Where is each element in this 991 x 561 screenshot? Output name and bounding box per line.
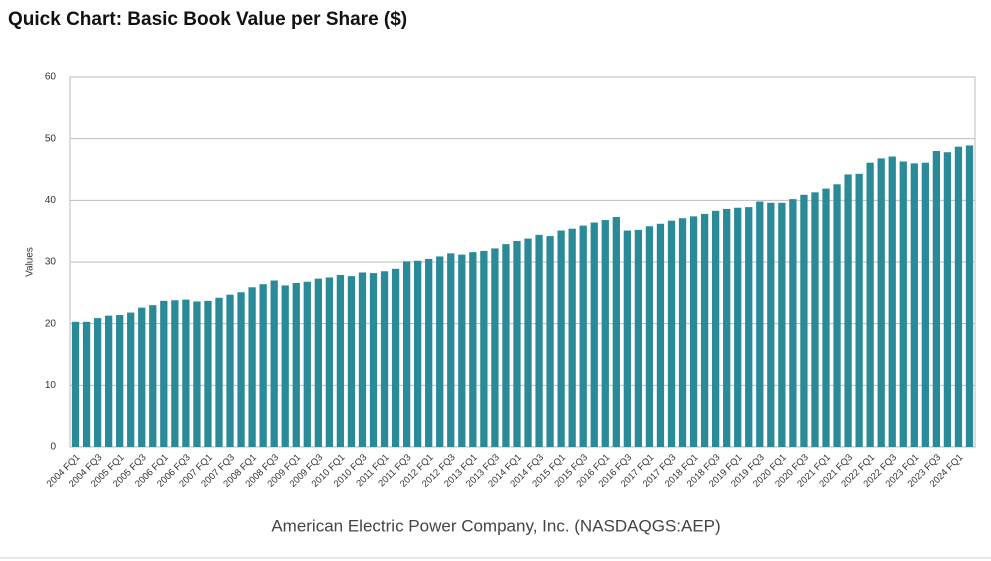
bar <box>248 287 256 447</box>
bar <box>833 184 841 448</box>
bar <box>623 230 631 447</box>
bar <box>877 158 885 447</box>
caption: American Electric Power Company, Inc. (N… <box>271 516 720 535</box>
bar <box>678 218 687 447</box>
bar <box>182 299 190 447</box>
bar <box>82 321 91 447</box>
bar <box>943 152 952 447</box>
bar <box>965 145 974 447</box>
bar <box>711 210 720 447</box>
bar <box>127 312 135 447</box>
bar <box>789 199 797 447</box>
bar <box>215 297 223 447</box>
bar <box>414 260 422 447</box>
bar <box>303 281 311 447</box>
bar <box>745 207 753 447</box>
bar <box>910 163 918 448</box>
bar <box>314 278 322 447</box>
bar <box>369 273 378 447</box>
bar <box>270 280 278 447</box>
bar <box>557 230 565 447</box>
bar <box>601 220 609 447</box>
bar <box>458 254 466 447</box>
y-tick-label: 0 <box>50 442 56 453</box>
bar <box>160 300 168 447</box>
bar <box>899 161 907 447</box>
bar <box>347 276 356 447</box>
bar <box>568 228 576 447</box>
bar <box>546 236 554 447</box>
bar <box>535 234 543 447</box>
bar <box>590 222 598 447</box>
bar <box>447 253 455 447</box>
y-tick-label: 60 <box>45 72 57 83</box>
bar <box>502 244 510 447</box>
bar <box>93 318 102 447</box>
chart-title: Quick Chart: Basic Book Value per Share … <box>8 9 407 30</box>
bar <box>723 208 731 447</box>
bar <box>402 261 411 447</box>
y-tick-label: 20 <box>45 318 57 329</box>
bar <box>138 307 146 447</box>
bar <box>921 162 929 447</box>
bar <box>700 213 709 447</box>
bar <box>469 252 477 447</box>
bar <box>656 223 665 447</box>
bar <box>325 277 334 447</box>
bar <box>634 229 643 447</box>
bar <box>204 300 212 447</box>
bar <box>149 305 157 447</box>
bar <box>932 151 941 447</box>
bar <box>281 285 289 447</box>
bar <box>954 146 963 447</box>
bar <box>645 226 654 447</box>
bar <box>336 274 345 447</box>
bar <box>71 321 80 447</box>
bar <box>811 192 819 447</box>
bar <box>612 216 620 447</box>
bar <box>767 202 775 447</box>
bar <box>104 315 113 447</box>
bar <box>844 174 852 447</box>
bar <box>778 202 786 447</box>
bar <box>358 272 367 447</box>
bar <box>734 207 742 447</box>
bar <box>855 173 863 448</box>
bar <box>425 258 433 447</box>
bar <box>800 194 808 447</box>
bar <box>292 282 300 447</box>
bar <box>491 248 499 447</box>
bar <box>171 300 179 447</box>
bar <box>822 188 830 447</box>
bar <box>116 315 124 447</box>
bar <box>667 220 676 447</box>
y-tick-label: 40 <box>45 195 57 206</box>
bar <box>756 201 764 447</box>
bar <box>866 162 874 447</box>
y-tick-label: 30 <box>45 257 57 268</box>
y-tick-label: 50 <box>45 133 57 144</box>
y-tick-label: 10 <box>45 380 57 391</box>
bar <box>524 238 532 447</box>
bar <box>513 241 521 447</box>
y-axis-label: Values <box>25 247 36 277</box>
bar <box>391 268 400 447</box>
bar <box>237 292 245 447</box>
bar <box>888 156 896 448</box>
bar <box>480 250 488 447</box>
bar <box>380 271 389 447</box>
bar <box>689 216 698 447</box>
bar <box>436 256 444 447</box>
bar <box>226 294 234 447</box>
bar <box>579 225 587 447</box>
bar <box>193 301 201 447</box>
bar <box>259 284 267 447</box>
